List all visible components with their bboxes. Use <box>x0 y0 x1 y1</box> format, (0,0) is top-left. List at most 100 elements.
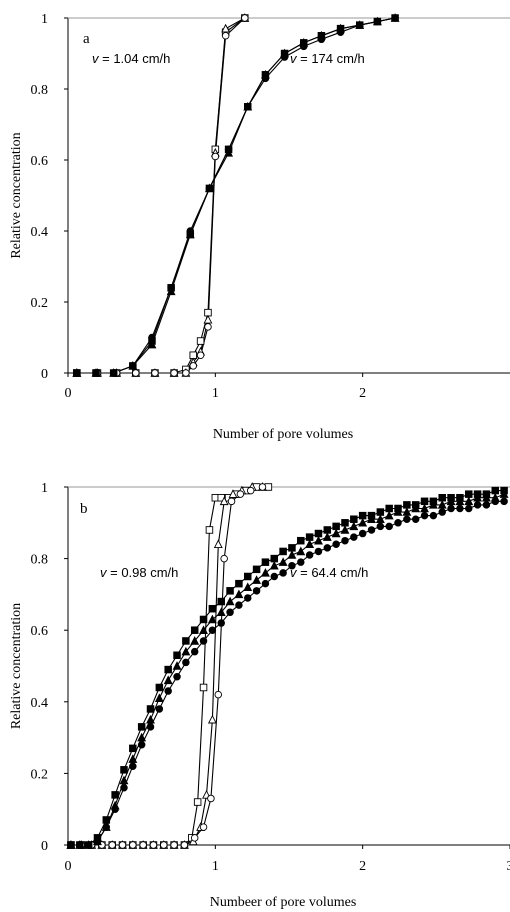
velocity-value: = 0.98 cm/h <box>107 565 179 580</box>
data-point-filled-square <box>217 597 225 606</box>
data-point-open-square <box>199 683 208 692</box>
data-point-filled-triangle <box>411 503 421 513</box>
data-point-open-circle <box>139 841 147 849</box>
data-point-filled-triangle <box>428 500 438 509</box>
data-point-filled-circle <box>299 42 308 51</box>
data-point-filled-circle <box>438 508 446 516</box>
data-point-filled-triangle <box>146 714 155 724</box>
data-point-filled-square <box>137 723 146 731</box>
data-point-filled-circle <box>129 362 137 370</box>
data-point-filled-triangle <box>163 675 173 685</box>
data-point-filled-circle <box>317 35 326 44</box>
data-point-filled-circle <box>341 536 349 545</box>
velocity-value: = 174 cm/h <box>297 51 365 66</box>
data-point-open-circle <box>204 323 212 331</box>
data-point-filled-circle <box>129 762 137 770</box>
data-point-filled-triangle <box>455 496 465 506</box>
x-tick-label: 1 <box>212 386 219 401</box>
data-point-filled-circle <box>252 587 261 595</box>
velocity-annotation: v = 0.98 cm/h <box>100 565 178 580</box>
data-point-open-circle <box>214 690 223 699</box>
velocity-value: = 64.4 cm/h <box>297 565 369 580</box>
data-point-filled-triangle <box>473 492 483 502</box>
data-point-filled-circle <box>111 805 119 813</box>
data-point-filled-circle <box>205 184 214 193</box>
y-tick-label: 0.8 <box>31 553 49 568</box>
data-point-filled-square <box>155 683 164 692</box>
data-point-filled-triangle <box>375 514 385 523</box>
data-point-open-circle <box>227 497 236 506</box>
data-point-filled-square <box>164 665 172 674</box>
data-point-filled-circle <box>164 687 172 695</box>
y-tick-label: 0.4 <box>31 225 49 240</box>
data-point-filled-square <box>226 587 234 595</box>
x-tick-label: 2 <box>359 386 366 401</box>
y-tick-label: 1 <box>41 481 48 496</box>
data-point-filled-triangle <box>216 607 226 617</box>
data-point-filled-square <box>261 558 270 566</box>
data-point-filled-triangle <box>349 521 359 531</box>
panel-a: 0 0.2 0.4 0.6 0.8 1 0 1 2 Number of pore volumes R… <box>9 12 510 442</box>
data-point-filled-triangle <box>287 550 297 559</box>
data-point-filled-triangle <box>225 596 235 606</box>
data-point-filled-triangle <box>181 646 191 656</box>
data-point-open-circle <box>221 32 230 40</box>
data-point-open-circle <box>189 362 197 370</box>
velocity-symbol: v <box>290 51 298 66</box>
data-point-filled-circle <box>500 497 508 506</box>
data-point-open-circle <box>236 490 245 498</box>
data-point-filled-triangle <box>119 775 129 785</box>
velocity-annotation: v = 64.4 cm/h <box>290 565 368 580</box>
x-tick-label: 2 <box>359 859 366 874</box>
data-point-filled-triangle <box>402 507 412 516</box>
data-point-filled-square <box>208 604 217 613</box>
x-tick-label: 0 <box>65 386 72 401</box>
data-point-filled-circle <box>102 823 111 831</box>
data-point-open-circle <box>170 369 178 377</box>
data-point-filled-triangle <box>207 614 217 624</box>
data-point-filled-triangle <box>314 535 323 545</box>
data-point-filled-circle <box>376 522 385 531</box>
data-point-filled-circle <box>420 511 429 520</box>
y-tick-label: 0.2 <box>31 767 49 782</box>
data-point-filled-triangle <box>367 514 376 523</box>
data-point-filled-triangle <box>437 500 447 509</box>
data-point-filled-triangle <box>128 754 138 763</box>
data-point-open-triangle <box>228 489 238 498</box>
data-point-filled-circle <box>391 14 399 22</box>
data-point-filled-circle <box>224 145 233 154</box>
data-point-open-circle <box>211 152 220 161</box>
y-axis-title: Relative concentration <box>9 132 24 258</box>
data-point-filled-circle <box>429 511 438 520</box>
data-point-filled-square <box>297 536 305 545</box>
data-point-filled-circle <box>270 572 279 581</box>
fitted-curve <box>70 500 505 846</box>
x-tick-label: 1 <box>212 859 219 874</box>
data-point-filled-circle <box>305 551 314 559</box>
data-point-filled-square <box>199 615 208 624</box>
data-point-filled-circle <box>226 608 234 617</box>
x-tick-label: 0 <box>65 859 72 874</box>
velocity-annotation: v = 174 cm/h <box>290 51 365 66</box>
data-point-filled-triangle <box>172 661 182 670</box>
y-axis-title: Relative concentration <box>9 603 24 729</box>
data-point-open-circle <box>199 823 208 831</box>
data-point-filled-circle <box>93 837 102 846</box>
data-point-open-circle <box>170 841 178 849</box>
data-point-filled-triangle <box>296 546 306 556</box>
data-point-filled-triangle <box>358 517 368 527</box>
data-point-open-circle <box>246 486 255 495</box>
data-point-filled-circle <box>120 783 128 792</box>
data-point-filled-triangle <box>340 525 350 534</box>
data-point-open-circle <box>220 554 228 563</box>
data-point-filled-triangle <box>481 492 491 502</box>
data-point-filled-circle <box>355 21 364 29</box>
y-tick-label: 1 <box>41 12 48 27</box>
data-point-open-circle <box>118 841 127 849</box>
data-point-filled-triangle <box>243 582 253 591</box>
data-point-open-circle <box>241 14 249 22</box>
data-point-filled-triangle <box>190 636 200 645</box>
y-tick-label: 0 <box>41 367 48 382</box>
data-point-filled-circle <box>173 672 181 681</box>
panel-b: 0 0.2 0.4 0.6 0.8 1 0 1 2 3 Numbeer of pore volume… <box>9 481 510 910</box>
